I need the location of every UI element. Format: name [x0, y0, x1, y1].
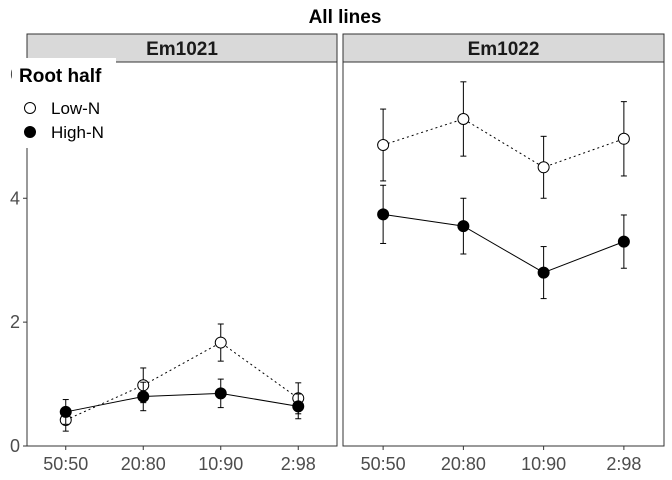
legend-label: High-N — [51, 123, 104, 142]
facet-panels: Em1021 50:50 20:80 10:90 2:98 Em1022 50:50 20:8… — [26, 33, 665, 474]
data-point — [377, 208, 390, 221]
data-point — [537, 266, 550, 279]
data-point — [137, 390, 150, 403]
series-line — [65, 392, 299, 413]
x-tick-label: 10:90 — [198, 454, 243, 474]
panel-border — [26, 61, 338, 447]
panel-em1022: Em1022 50:50 20:80 10:90 2:98 — [342, 33, 665, 474]
series-low-n — [59, 323, 305, 432]
x-tick-label: 2:98 — [281, 454, 316, 474]
strip-background — [342, 33, 665, 63]
x-tick-label: 10:90 — [521, 454, 566, 474]
x-tick-label: 20:80 — [121, 454, 166, 474]
data-point — [617, 235, 630, 248]
data-point — [214, 336, 227, 349]
x-tick-label: 20:80 — [441, 454, 486, 474]
x-tick-label: 50:50 — [361, 454, 406, 474]
panel-em1021: Em1021 50:50 20:80 10:90 2:98 — [26, 33, 338, 474]
series-line — [382, 118, 625, 168]
series-low-n — [377, 81, 630, 199]
data-point — [617, 132, 630, 145]
legend-key-high-n — [24, 126, 36, 138]
x-tick-label: 50:50 — [43, 454, 88, 474]
series-line — [383, 213, 625, 274]
data-point — [377, 138, 390, 151]
legend: Root half Low-N High-N — [12, 58, 116, 148]
chart-title: All lines — [309, 7, 382, 28]
strip-label: Em1022 — [468, 39, 540, 60]
data-point — [59, 405, 72, 418]
series-high-n — [377, 184, 630, 300]
strip-label: Em1021 — [146, 39, 218, 60]
y-tick-label: 0 — [10, 436, 20, 456]
data-point — [292, 400, 305, 413]
data-point — [537, 161, 550, 174]
data-point — [457, 220, 470, 233]
legend-key-low-n — [24, 102, 36, 114]
y-tick-label: 4 — [10, 188, 20, 208]
y-tick-label: 2 — [10, 312, 20, 332]
data-point — [214, 387, 227, 400]
legend-label: Low-N — [51, 99, 100, 118]
series-high-n — [59, 378, 305, 425]
series-line — [65, 341, 299, 421]
legend-title: Root half — [19, 66, 102, 87]
data-point — [457, 112, 470, 125]
x-tick-label: 2:98 — [606, 454, 641, 474]
panel-border — [342, 61, 665, 447]
strip-background — [26, 33, 338, 63]
